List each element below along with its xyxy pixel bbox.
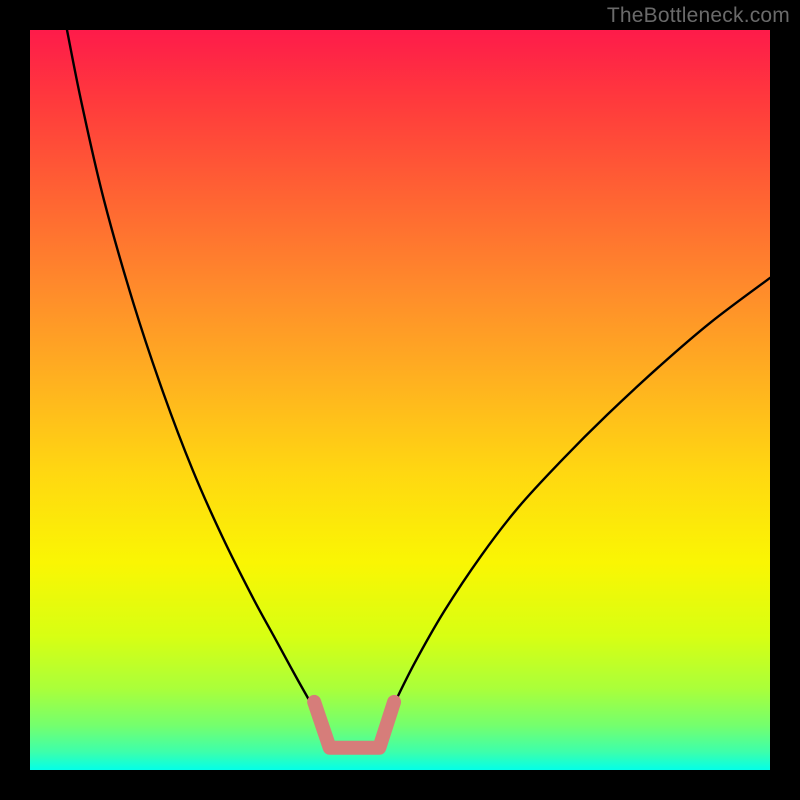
chart-svg xyxy=(30,30,770,770)
watermark-text: TheBottleneck.com xyxy=(607,4,790,28)
plot-area xyxy=(30,30,770,770)
gradient-background xyxy=(30,30,770,770)
chart-frame: TheBottleneck.com xyxy=(0,0,800,800)
